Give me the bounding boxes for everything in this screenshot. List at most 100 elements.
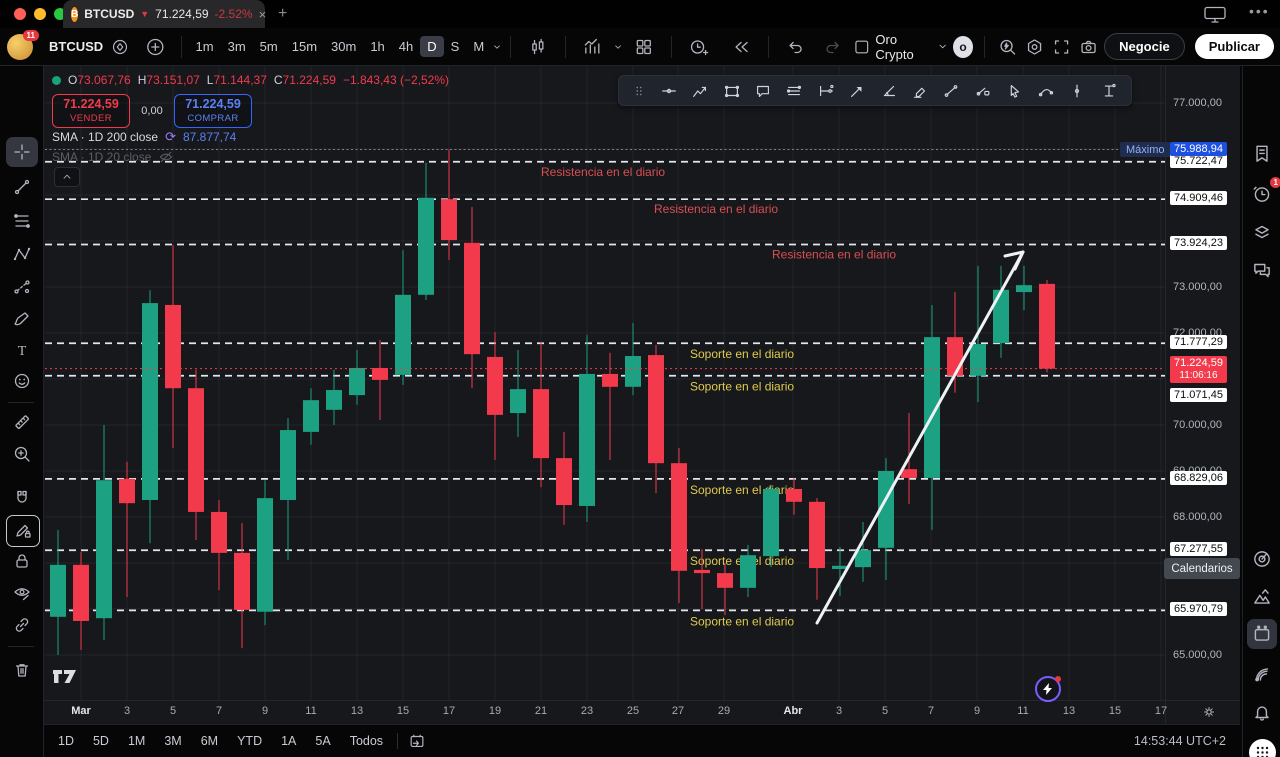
add-symbol-icon[interactable] xyxy=(137,37,174,57)
range-3m[interactable]: 3M xyxy=(164,734,182,748)
range-6m[interactable]: 6M xyxy=(200,734,219,748)
range-5d[interactable]: 5D xyxy=(92,734,109,748)
drag-handle-icon[interactable] xyxy=(632,82,646,100)
ideas-panel[interactable] xyxy=(1250,585,1274,609)
time-axis[interactable]: Mar 3 5 7 9 11 13 15 17 19 21 23 25 27 29 Abr 3 5 7 9 11 13 15… xyxy=(45,700,1240,724)
undo-icon[interactable] xyxy=(776,37,814,57)
tf-5m[interactable]: 5m xyxy=(259,39,278,54)
chart-canvas[interactable]: Resistencia en el diario Resistencia en e… xyxy=(45,66,1165,700)
user-avatar[interactable]: 11 xyxy=(7,29,39,60)
cast-monitor-icon[interactable] xyxy=(1203,6,1227,23)
alert-icon[interactable] xyxy=(678,37,719,57)
object-tree-panel[interactable] xyxy=(1250,220,1274,244)
more-apps-button[interactable] xyxy=(1249,739,1276,757)
resistance-label-0[interactable]: Resistencia en el diario xyxy=(541,165,665,179)
price-range-tool-icon[interactable] xyxy=(1100,82,1118,100)
tf-1h[interactable]: 1h xyxy=(370,39,385,54)
tab-close-icon[interactable]: × xyxy=(258,6,267,22)
magnet-mode[interactable] xyxy=(10,486,34,510)
watchlist-panel[interactable] xyxy=(1250,142,1274,166)
support-label-1[interactable]: Soporte en el diario xyxy=(690,380,794,394)
new-tab-button[interactable]: + xyxy=(278,5,288,22)
window-close-dot[interactable] xyxy=(14,8,26,20)
comment-tool-icon[interactable] xyxy=(754,82,772,100)
collapse-legend-button[interactable] xyxy=(54,167,80,187)
price-scale-settings-gear[interactable] xyxy=(1202,705,1216,722)
tf-30m[interactable]: 30m xyxy=(331,39,357,54)
angle-tool-icon[interactable] xyxy=(880,82,898,100)
support-label-0[interactable]: Soporte en el diario xyxy=(690,347,794,361)
redo-icon[interactable] xyxy=(814,37,852,57)
range-5a[interactable]: 5A xyxy=(315,734,331,748)
browser-menu-icon[interactable]: ••• xyxy=(1249,3,1270,19)
horizontal-ray-tool-icon[interactable] xyxy=(817,82,835,100)
resistance-label-1[interactable]: Resistencia en el diario xyxy=(654,202,778,216)
tf-1w[interactable]: S xyxy=(450,39,460,54)
layout-name[interactable]: Oro Crypto xyxy=(875,31,914,62)
crosshair-tool[interactable] xyxy=(6,137,38,167)
zoom-in-tool[interactable] xyxy=(10,442,34,466)
browser-tab[interactable]: B BTCUSD ▼ 71.224,59 -2.52% × xyxy=(63,0,267,28)
tf-1month[interactable]: M xyxy=(473,39,485,54)
screener-panel[interactable] xyxy=(1250,547,1274,571)
tf-4h[interactable]: 4h xyxy=(398,39,414,54)
tradingview-logo[interactable] xyxy=(52,668,78,685)
candle-style-icon[interactable] xyxy=(518,37,558,57)
range-1a[interactable]: 1A xyxy=(281,734,297,748)
projection-tool[interactable] xyxy=(10,275,34,299)
parallel-lines-tool-icon[interactable] xyxy=(785,82,803,100)
fullscreen-icon[interactable] xyxy=(1050,37,1073,57)
camera-snapshot-icon[interactable] xyxy=(1077,37,1100,57)
tf-1m[interactable]: 1m xyxy=(195,39,214,54)
remove-drawings[interactable] xyxy=(10,658,34,682)
news-streams-panel[interactable] xyxy=(1250,662,1274,686)
rectangle-tool-icon[interactable] xyxy=(723,82,741,100)
arrow-marker-tool-icon[interactable] xyxy=(848,82,866,100)
line-segment-tool-icon[interactable] xyxy=(942,82,960,100)
highlighter-tool-icon[interactable] xyxy=(911,82,929,100)
bar-replay-icon[interactable] xyxy=(720,37,761,57)
brush-tool[interactable] xyxy=(10,307,34,331)
curve-tool-icon[interactable] xyxy=(1037,82,1055,100)
range-todos[interactable]: Todos xyxy=(349,734,384,748)
indicators-chevron-icon[interactable] xyxy=(612,39,624,55)
trade-button[interactable]: Negocie xyxy=(1104,33,1185,60)
range-1d[interactable]: 1D xyxy=(58,734,74,748)
layout-square-icon[interactable] xyxy=(852,38,872,56)
calendars-panel[interactable] xyxy=(1247,619,1277,649)
chat-panel[interactable] xyxy=(1250,258,1274,282)
window-minimize-dot[interactable] xyxy=(34,8,46,20)
layout-chevron-icon[interactable] xyxy=(936,39,949,54)
pattern-tool[interactable] xyxy=(10,242,34,266)
publish-button[interactable]: Publicar xyxy=(1194,34,1274,59)
indicator-row-sma20[interactable]: SMA · 1D 20 close xyxy=(52,149,174,165)
tf-15m[interactable]: 15m xyxy=(291,39,318,54)
fib-retracement-tool[interactable] xyxy=(10,209,34,233)
path-tool-icon[interactable] xyxy=(974,82,992,100)
price-scale[interactable]: 77.000,0073.000,0072.000,0070.000,0069.0… xyxy=(1166,66,1240,724)
measure-tool[interactable] xyxy=(10,410,34,434)
account-avatar[interactable]: o xyxy=(953,35,973,58)
sync-drawings-link[interactable] xyxy=(10,613,34,637)
range-ytd[interactable]: YTD xyxy=(237,734,263,748)
timeframe-chevron-icon[interactable] xyxy=(491,39,503,55)
trend-line-tool[interactable] xyxy=(10,175,34,199)
hide-drawings[interactable] xyxy=(10,581,34,605)
eye-hidden-icon[interactable] xyxy=(158,149,174,165)
layout-grid-icon[interactable] xyxy=(624,37,664,57)
session-clock[interactable]: 14:53:44 UTC+2 xyxy=(1133,734,1226,748)
tf-1d-selected[interactable]: D xyxy=(420,36,444,57)
quick-search-icon[interactable] xyxy=(996,37,1019,57)
go-to-date-icon[interactable] xyxy=(402,732,432,750)
trend-arrow-drawing[interactable] xyxy=(815,250,1025,625)
indicators-icon[interactable] xyxy=(572,37,612,57)
resistance-label-2[interactable]: Resistencia en el diario xyxy=(772,247,896,261)
indicator-row-sma200[interactable]: SMA · 1D 200 close ⟳ 87.877,74 xyxy=(52,129,236,145)
notifications-panel[interactable] xyxy=(1250,700,1274,724)
settings-gear-icon[interactable] xyxy=(1023,37,1046,57)
cursor-tool-icon[interactable] xyxy=(1005,82,1023,100)
buy-button[interactable]: 71.224,59 COMPRAR xyxy=(174,94,252,128)
time-axis-divider[interactable] xyxy=(44,700,1240,701)
tf-3m[interactable]: 3m xyxy=(227,39,246,54)
horizontal-line-tool-icon[interactable] xyxy=(660,82,678,100)
